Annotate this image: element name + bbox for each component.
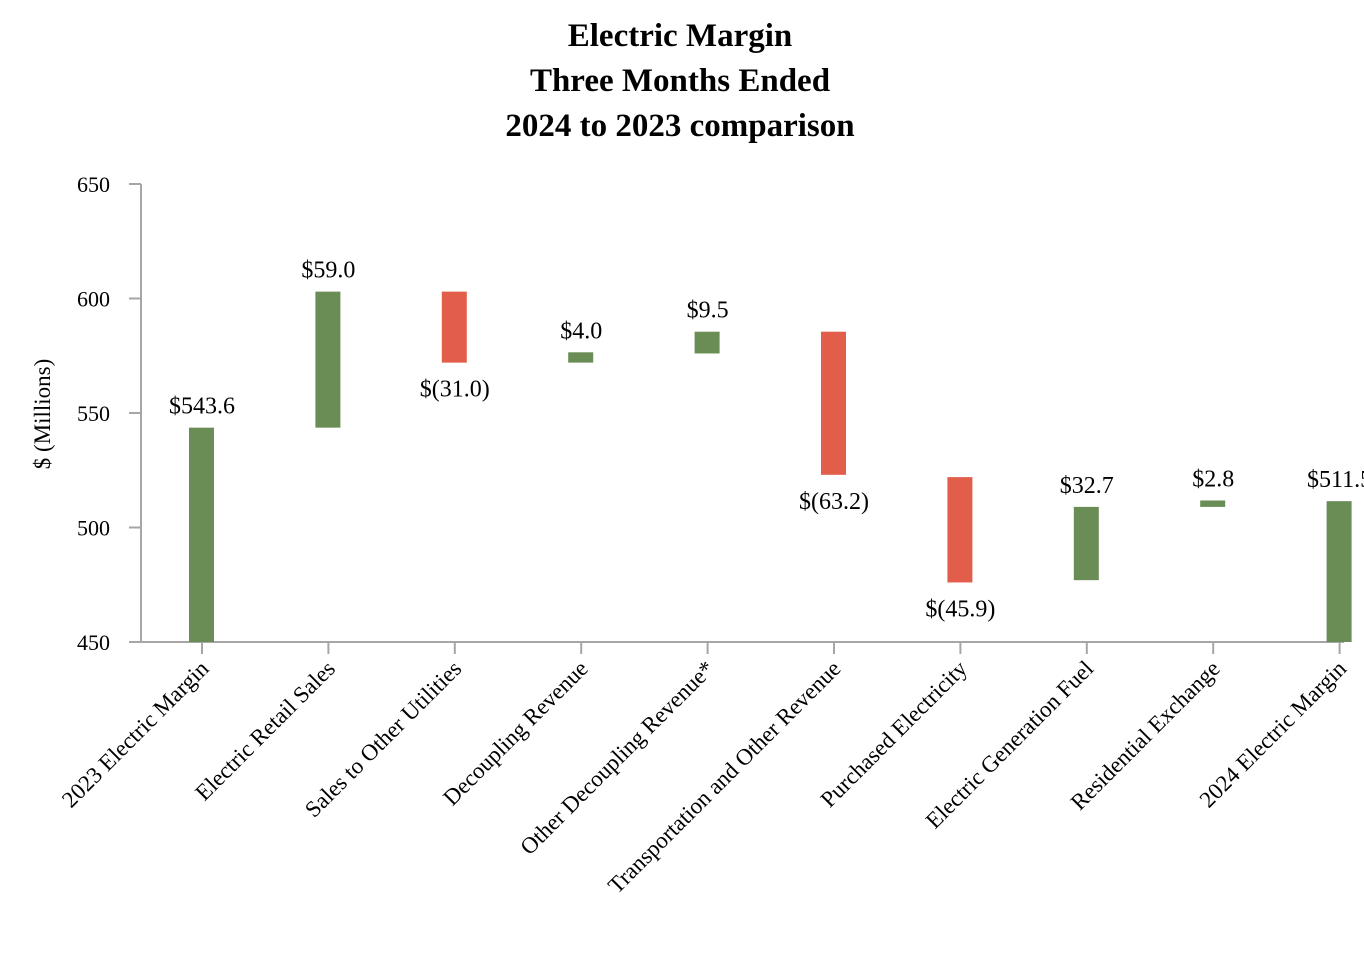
bar-decrease [441,291,467,363]
bar-increase [568,352,594,363]
bar-increase [1200,500,1226,507]
data-label: $(63.2) [799,489,869,515]
y-tick-label: 500 [77,516,110,541]
data-label: $59.0 [301,258,355,284]
data-label: $2.8 [1192,466,1234,492]
data-label: $4.0 [560,318,602,344]
y-tick-label: 550 [77,401,110,426]
chart-title: Electric Margin Three Months Ended 2024 … [505,18,854,144]
data-label: $511.5 [1307,467,1364,493]
data-label: $(31.0) [420,377,490,403]
x-tick-label: Electric Retail Sales [190,656,340,806]
y-tick-label: 450 [77,630,110,655]
bar-decrease [821,331,846,475]
chart-title-line-3: 2024 to 2023 comparison [505,108,854,144]
y-tick-label: 650 [77,172,110,197]
data-label: $9.5 [687,298,729,324]
bar-decrease [947,477,973,583]
bar-increase [694,331,720,354]
bar-total [1326,501,1352,642]
y-axis-label: $ (Millions) [30,359,55,470]
data-label: $32.7 [1060,473,1114,499]
bar-increase [1073,506,1099,581]
y-tick-label: 600 [77,287,110,312]
x-tick-label: Transportation and Other Revenue [603,656,845,898]
data-label: $(45.9) [925,596,995,622]
data-label: $543.6 [169,394,235,420]
bar-total [189,427,214,642]
chart-title-line-2: Three Months Ended [530,63,830,99]
bar-increase [315,291,341,428]
chart-title-line-1: Electric Margin [568,18,793,54]
